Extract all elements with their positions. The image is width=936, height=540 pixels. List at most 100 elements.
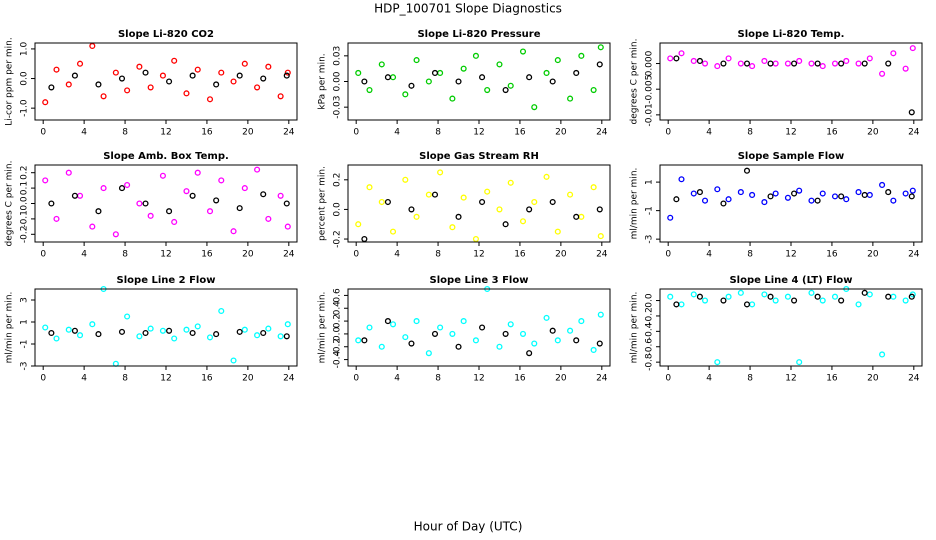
point [526, 74, 533, 81]
point [701, 60, 709, 67]
point [885, 293, 892, 300]
point [95, 208, 102, 215]
panel-title: Slope Li-820 Pressure [417, 29, 540, 40]
point [378, 198, 385, 206]
point [526, 350, 533, 357]
point [355, 337, 362, 344]
x-axis-label: Hour of Day (UTC) [414, 520, 523, 534]
point [855, 60, 862, 67]
x-tick-label: 8 [122, 250, 128, 260]
point [502, 87, 509, 94]
point [283, 72, 290, 79]
point [136, 200, 143, 207]
point [596, 340, 603, 347]
point [549, 78, 556, 85]
point [213, 197, 220, 204]
point [118, 75, 126, 82]
point [749, 191, 756, 198]
point [277, 93, 284, 100]
point [909, 45, 916, 52]
plot-area [667, 45, 916, 116]
point [496, 343, 503, 350]
point [796, 57, 803, 65]
point [784, 60, 791, 67]
point [791, 190, 798, 197]
y-tick-label: 0.2 [333, 173, 343, 187]
point [118, 328, 126, 335]
y-tick-label: 0.6 [333, 288, 343, 303]
point [549, 198, 556, 206]
x-tick-label: 16 [201, 374, 213, 384]
point [784, 293, 791, 300]
point [902, 190, 909, 197]
point [460, 65, 467, 72]
point [543, 173, 550, 180]
point [171, 335, 178, 342]
point [136, 63, 143, 70]
panel-title: Slope Li-820 Temp. [738, 29, 845, 40]
point [725, 196, 732, 203]
point [866, 55, 873, 62]
y-tick-label: 3 [20, 297, 30, 303]
point [65, 326, 72, 333]
point [42, 99, 49, 106]
x-tick-label: 4 [394, 250, 400, 260]
point [230, 357, 237, 364]
x-tick-label: 16 [201, 128, 213, 138]
point [701, 197, 709, 204]
point [814, 197, 821, 204]
y-tick-label: 0.2 [20, 166, 30, 180]
point [159, 327, 166, 334]
point [236, 328, 243, 335]
point [402, 334, 409, 341]
point [838, 297, 845, 304]
x-tick-label: 24 [908, 128, 920, 138]
point [455, 78, 462, 85]
point [772, 297, 779, 304]
y-tick-label: -0.005 [645, 75, 655, 104]
x-tick-label: 4 [81, 128, 87, 138]
point [855, 301, 862, 308]
point [159, 72, 166, 79]
x-tick-label: 8 [435, 128, 441, 138]
point [590, 87, 597, 94]
point [597, 233, 604, 240]
point [76, 332, 84, 339]
point [902, 65, 909, 72]
x-tick-label: 20 [242, 374, 254, 384]
point [701, 297, 709, 304]
x-tick-label: 24 [908, 250, 920, 260]
point [554, 228, 561, 235]
point [879, 181, 886, 189]
point [908, 193, 915, 200]
point [213, 81, 220, 88]
point [696, 293, 703, 300]
point [366, 184, 373, 191]
y-tick-label: 0.0 [20, 71, 30, 86]
point [378, 61, 385, 68]
point [89, 42, 96, 50]
point [714, 186, 721, 193]
x-tick-label: 20 [867, 374, 879, 384]
y-tick-label: 1 [20, 319, 30, 325]
x-tick-label: 16 [826, 374, 838, 384]
point [819, 190, 826, 197]
point [100, 185, 107, 192]
x-tick-label: 20 [242, 128, 254, 138]
point [206, 334, 214, 341]
point [808, 289, 815, 296]
point [147, 325, 154, 332]
point [283, 200, 290, 207]
x-tick-label: 24 [283, 250, 295, 260]
x-tick-label: 24 [908, 374, 920, 384]
page-title: HDP_100701 Slope Diagnostics [374, 2, 562, 16]
point [366, 87, 373, 94]
point [761, 199, 768, 206]
point [194, 66, 201, 73]
x-tick-label: 8 [435, 250, 441, 260]
x-tick-label: 8 [122, 128, 128, 138]
point [554, 337, 561, 344]
point [784, 194, 791, 201]
y-tick-label: -0.1 [20, 210, 30, 228]
point [425, 191, 432, 198]
